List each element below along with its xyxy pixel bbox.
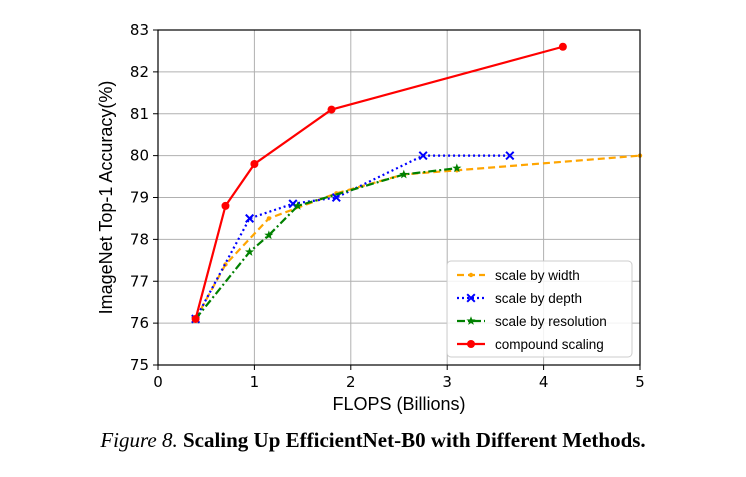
ticks: 0 1 2 3 4 5 75 76 77 78 79 80 81 82 83 bbox=[130, 21, 645, 391]
data-point-compound-scaling bbox=[250, 160, 259, 168]
y-tick-label: 79 bbox=[130, 189, 149, 207]
x-tick-label: 5 bbox=[635, 373, 645, 391]
legend-marker-compound-scaling bbox=[467, 340, 475, 348]
legend-label-scale-by-resolution: scale by resolution bbox=[495, 314, 607, 329]
data-point-scale-by-resolution bbox=[245, 247, 255, 256]
data-point-scale-by-depth bbox=[505, 151, 515, 161]
data-point-scale-by-resolution bbox=[293, 201, 303, 210]
chart: 0 1 2 3 4 5 75 76 77 78 79 80 81 82 83 FLOPS (Billions… bbox=[96, 21, 645, 414]
legend-label-compound-scaling: compound scaling bbox=[495, 337, 604, 352]
legend-marker-scale-by-depth bbox=[466, 293, 476, 303]
data-point-scale-by-depth bbox=[245, 213, 255, 223]
x-tick-label: 2 bbox=[346, 373, 356, 391]
data-point-compound-scaling bbox=[327, 105, 336, 114]
x-tick-label: 0 bbox=[153, 373, 163, 391]
data-point-scale-by-depth bbox=[331, 192, 341, 203]
series-scale-by-resolution bbox=[191, 163, 462, 323]
data-point-scale-by-depth bbox=[288, 199, 298, 209]
caption-title: Scaling Up EfficientNet-B0 with Differen… bbox=[182, 428, 646, 452]
data-point-compound-scaling bbox=[221, 201, 230, 210]
legend-label-scale-by-depth: scale by depth bbox=[495, 291, 582, 306]
data-point-compound-scaling bbox=[558, 42, 567, 51]
series-layer bbox=[191, 42, 643, 324]
legend-box bbox=[446, 260, 633, 358]
legend: scale by width scale by depth scale by res… bbox=[446, 260, 633, 358]
caption-prefix: Figure 8. bbox=[100, 428, 178, 452]
data-point-scale-by-resolution bbox=[452, 163, 462, 173]
y-tick-label: 80 bbox=[130, 147, 149, 165]
series-compound-scaling bbox=[191, 42, 567, 323]
figure-caption: Figure 8. Scaling Up EfficientNet-B0 wit… bbox=[0, 428, 746, 453]
y-axis-label: ImageNet Top-1 Accuracy(%) bbox=[96, 81, 116, 315]
y-tick-label: 82 bbox=[130, 63, 149, 81]
y-tick-label: 75 bbox=[130, 356, 149, 374]
legend-label-scale-by-width: scale by width bbox=[495, 268, 580, 283]
y-tick-label: 78 bbox=[130, 230, 149, 248]
series-line-scale-by-resolution bbox=[194, 167, 457, 320]
data-point-compound-scaling bbox=[191, 314, 200, 323]
series-line-scale-by-depth bbox=[194, 154, 510, 320]
data-point-scale-by-resolution bbox=[399, 169, 409, 179]
y-tick-label: 83 bbox=[130, 21, 149, 39]
data-point-scale-by-resolution bbox=[264, 230, 274, 240]
y-tick-label: 77 bbox=[130, 272, 149, 290]
y-tick-label: 76 bbox=[130, 314, 149, 332]
data-point-scale-by-depth bbox=[418, 151, 428, 161]
data-point-scale-by-width bbox=[266, 216, 272, 221]
legend-marker-scale-by-resolution bbox=[466, 316, 476, 325]
legend-marker-scale-by-width bbox=[468, 272, 474, 278]
x-tick-label: 1 bbox=[250, 373, 260, 391]
x-axis-label: FLOPS (Billions) bbox=[332, 394, 465, 414]
x-tick-label: 3 bbox=[442, 373, 452, 391]
x-tick-label: 4 bbox=[539, 373, 549, 391]
y-tick-label: 81 bbox=[130, 105, 149, 123]
